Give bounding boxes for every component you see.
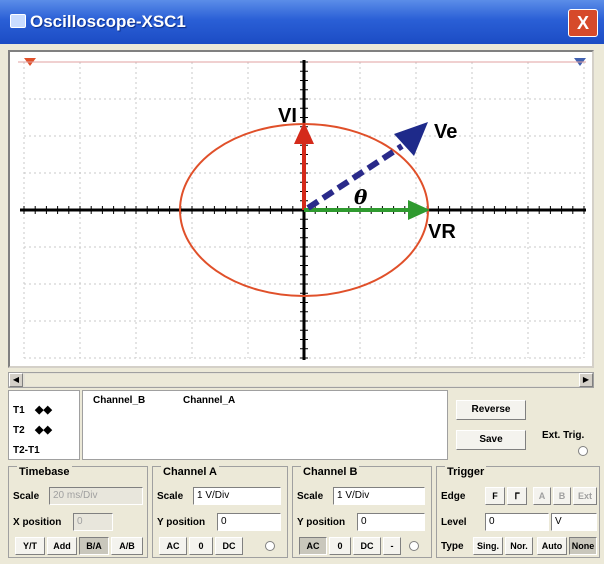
timebase-title: Timebase: [17, 466, 72, 478]
type-auto-button[interactable]: Auto: [537, 537, 567, 555]
scroll-right-icon[interactable]: ▶: [579, 373, 593, 387]
t1-arrows-icon[interactable]: ◆◆: [35, 404, 52, 416]
mode-yt-button[interactable]: Y/T: [15, 537, 45, 555]
edge-rising-button[interactable]: F: [485, 487, 505, 505]
channel-b-scale-field[interactable]: 1 V/Div: [333, 487, 425, 505]
mode-ba-button[interactable]: B/A: [79, 537, 109, 555]
edge-b-button[interactable]: B: [553, 487, 571, 505]
trigger-type-label: Type: [441, 541, 464, 552]
trigger-edge-label: Edge: [441, 491, 466, 502]
channel-b-radio[interactable]: [409, 541, 419, 551]
type-single-button[interactable]: Sing.: [473, 537, 503, 555]
channel-b-ypos-field[interactable]: 0: [357, 513, 425, 531]
type-normal-button[interactable]: Nor.: [505, 537, 533, 555]
edge-falling-button[interactable]: ᒥ: [507, 487, 527, 505]
ext-trig-radio[interactable]: [578, 446, 588, 456]
title-bar: Oscilloscope-XSC1 X: [0, 0, 604, 44]
theta-label: θ: [354, 185, 368, 209]
ve-arrow-head: [394, 122, 428, 156]
trigger-level-unit[interactable]: V: [551, 513, 597, 531]
trigger-group: Trigger Edge F ᒥ A B Ext Level 0 V Type …: [436, 466, 600, 558]
timebase-scale-field[interactable]: 20 ms/Div: [49, 487, 143, 505]
edge-a-button[interactable]: A: [533, 487, 551, 505]
readout-panel: T1 ◆◆ T2 ◆◆ T2-T1 Channel_B Channel_A Re…: [8, 390, 594, 462]
scope-screen: VI Ve VR θ: [8, 50, 594, 368]
scope-display: VI Ve VR θ: [18, 58, 586, 360]
vi-label: VI: [278, 105, 297, 127]
save-button[interactable]: Save: [456, 430, 526, 450]
timebase-scale-label: Scale: [13, 491, 40, 502]
channel-b-scale-label: Scale: [297, 491, 324, 502]
channel-a-ypos-field[interactable]: 0: [217, 513, 281, 531]
trigger-title: Trigger: [445, 466, 487, 478]
channel-b-dc-button[interactable]: DC: [353, 537, 381, 555]
mode-ab-button[interactable]: A/B: [111, 537, 143, 555]
measurement-readout: Channel_B Channel_A: [82, 390, 448, 460]
timebase-xpos-label: X position: [13, 517, 62, 528]
ve-label: Ve: [434, 121, 457, 143]
channel-a-dc-button[interactable]: DC: [215, 537, 243, 555]
channel-a-ac-button[interactable]: AC: [159, 537, 187, 555]
t2-arrows-icon[interactable]: ◆◆: [35, 424, 52, 436]
vr-label: VR: [428, 221, 456, 243]
close-button[interactable]: X: [568, 9, 598, 37]
channel-b-zero-button[interactable]: 0: [329, 537, 351, 555]
t2-label: T2: [13, 425, 25, 436]
oscilloscope-icon: [10, 14, 26, 28]
reverse-button[interactable]: Reverse: [456, 400, 526, 420]
channel-a-group: Channel A Scale 1 V/Div Y position 0 AC …: [152, 466, 288, 558]
readout-channel-a: Channel_A: [183, 395, 236, 406]
channel-a-zero-button[interactable]: 0: [189, 537, 213, 555]
type-none-button[interactable]: None: [569, 537, 597, 555]
channel-a-ypos-label: Y position: [157, 517, 206, 528]
window-title: Oscilloscope-XSC1: [30, 12, 186, 31]
channel-b-title: Channel B: [301, 466, 360, 478]
channel-a-scale-label: Scale: [157, 491, 184, 502]
channel-a-scale-field[interactable]: 1 V/Div: [193, 487, 281, 505]
scroll-thumb[interactable]: [25, 374, 585, 386]
channel-a-radio[interactable]: [265, 541, 275, 551]
channel-b-ac-button[interactable]: AC: [299, 537, 327, 555]
scroll-left-icon[interactable]: ◀: [9, 373, 23, 387]
trigger-level-field[interactable]: 0: [485, 513, 549, 531]
channel-b-ypos-label: Y position: [297, 517, 346, 528]
ve-arrow-shaft: [306, 143, 404, 211]
vr-arrow-head: [408, 200, 430, 220]
readout-channel-b: Channel_B: [93, 395, 146, 406]
vi-arrow-head: [294, 122, 314, 144]
cursor-box: T1 ◆◆ T2 ◆◆ T2-T1: [8, 390, 80, 460]
timebase-xpos-field[interactable]: 0: [73, 513, 113, 531]
mode-add-button[interactable]: Add: [47, 537, 77, 555]
t1-label: T1: [13, 405, 25, 416]
channel-a-title: Channel A: [161, 466, 219, 478]
horizontal-scrollbar[interactable]: ◀ ▶: [8, 372, 594, 388]
ext-trig-label: Ext. Trig.: [542, 430, 585, 441]
channel-b-minus-button[interactable]: -: [383, 537, 401, 555]
timebase-group: Timebase Scale 20 ms/Div X position 0 Y/…: [8, 466, 148, 558]
t2t1-label: T2-T1: [13, 445, 40, 456]
edge-ext-button[interactable]: Ext: [573, 487, 597, 505]
trigger-level-label: Level: [441, 517, 467, 528]
channel-b-group: Channel B Scale 1 V/Div Y position 0 AC …: [292, 466, 432, 558]
